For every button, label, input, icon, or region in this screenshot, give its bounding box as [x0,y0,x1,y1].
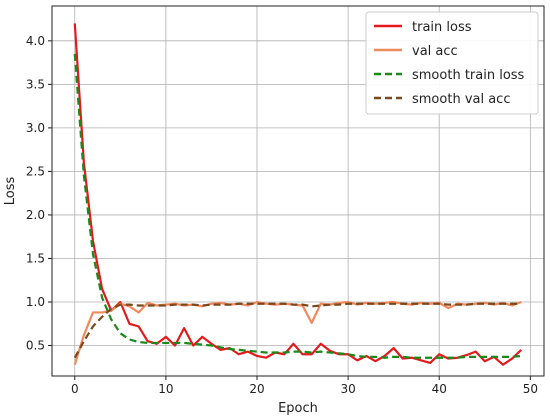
x-tick-label: 20 [249,382,264,396]
legend-label: smooth val acc [412,92,510,107]
y-tick-label: 0.5 [26,339,45,353]
series-line-train-loss [73,23,522,366]
y-tick-label: 1.0 [26,295,45,309]
x-tick-label: 0 [71,382,79,396]
x-axis-label: Epoch [278,401,318,416]
legend-label: train loss [412,20,472,35]
legend-label: smooth train loss [412,68,525,83]
y-axis-label: Loss [3,177,18,206]
y-tick-label: 1.5 [26,251,45,265]
series-lines [73,23,522,366]
plot-frame [51,5,545,377]
y-tick-label: 3.5 [26,77,45,91]
y-tick-label: 4.0 [26,34,45,48]
x-tick-label: 40 [432,382,447,396]
y-tick-label: 2.5 [26,164,45,178]
legend-box [365,11,539,115]
legend: train loss val acc smooth train loss smooth… [365,11,539,115]
x-tick-label: 10 [158,382,173,396]
series-line-smooth-val-acc [73,302,522,359]
axis-ticks: 0 10 20 30 40 50 0.5 1.0 1.5 2.0 2.5 3.0 3.5 4.0 [26,34,538,396]
y-tick-label: 3.0 [26,121,45,135]
x-tick-label: 50 [523,382,538,396]
x-tick-label: 30 [340,382,355,396]
series-line-val-acc [73,300,522,366]
legend-label: val acc [412,44,458,59]
y-tick-label: 2.0 [26,208,45,222]
series-line-smooth-train-loss [73,53,522,359]
